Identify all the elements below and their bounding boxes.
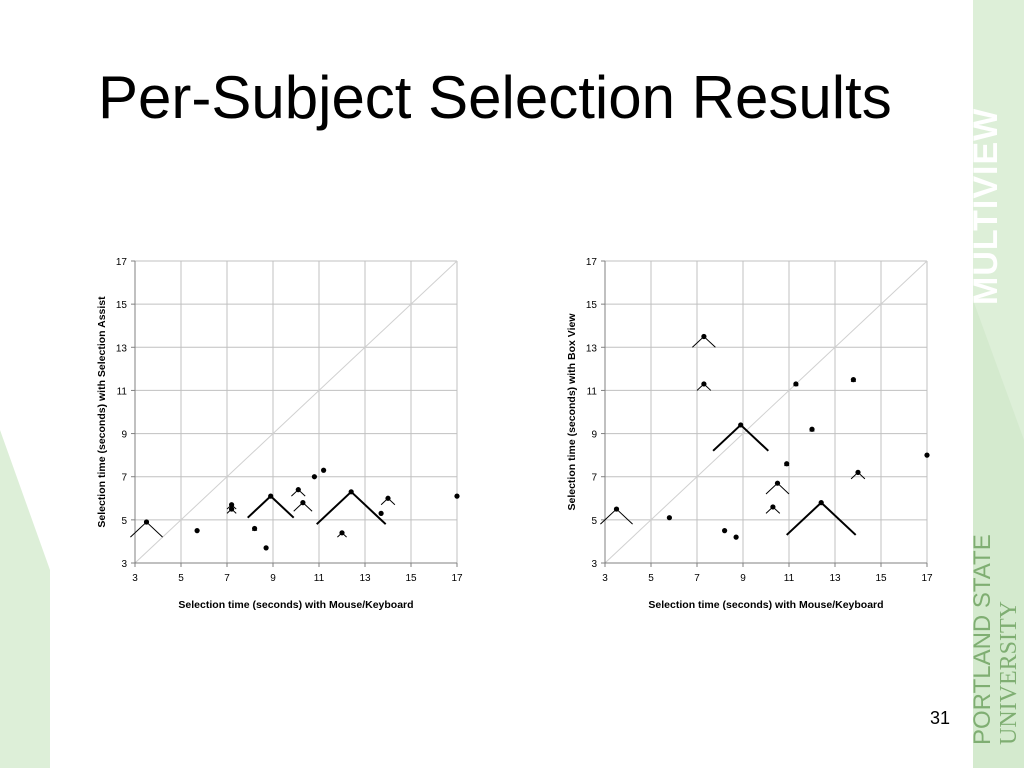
data-point <box>738 422 744 428</box>
data-point <box>770 504 776 510</box>
x-axis-label: Selection time (seconds) with Mouse/Keyb… <box>648 599 883 611</box>
y-tick-label: 17 <box>586 257 598 268</box>
x-tick-label: 3 <box>132 573 138 584</box>
y-tick-label: 5 <box>591 516 597 527</box>
slide-title: Per-Subject Selection Results <box>98 64 892 131</box>
x-tick-label: 11 <box>314 573 325 584</box>
y-tick-label: 7 <box>121 473 127 484</box>
x-tick-label: 5 <box>648 573 654 584</box>
data-point <box>733 534 739 540</box>
diagonal-reference-line <box>604 260 928 564</box>
x-tick-label: 17 <box>921 573 933 584</box>
data-point <box>850 377 856 383</box>
error-chevron <box>316 490 387 525</box>
y-tick-label: 11 <box>117 386 128 397</box>
error-chevron <box>247 494 295 519</box>
y-tick-label: 9 <box>121 430 127 441</box>
data-point <box>784 461 790 467</box>
y-axis-label: Selection time (seconds) with Box View <box>566 313 578 511</box>
data-point <box>229 506 235 512</box>
data-point <box>924 452 930 458</box>
y-tick-label: 3 <box>121 559 127 570</box>
x-tick-label: 9 <box>740 573 746 584</box>
data-point <box>809 426 815 432</box>
data-point <box>295 487 301 493</box>
y-tick-label: 11 <box>587 386 598 397</box>
data-point <box>300 500 306 506</box>
error-chevron <box>712 423 769 452</box>
data-point <box>793 381 799 387</box>
page-number: 31 <box>930 708 951 728</box>
diagonal-reference-line <box>134 260 458 564</box>
y-tick-label: 15 <box>116 300 128 311</box>
data-point <box>263 545 269 551</box>
brand-multiview-logo: MULTIVIEW <box>967 108 1005 305</box>
data-point <box>348 489 354 495</box>
data-point <box>774 480 781 486</box>
y-tick-label: 3 <box>591 559 597 570</box>
x-tick-label: 17 <box>451 573 463 584</box>
y-tick-label: 17 <box>116 257 128 268</box>
x-axis-label: Selection time (seconds) with Mouse/Keyb… <box>178 599 413 611</box>
data-point <box>311 474 317 480</box>
data-point <box>613 506 620 512</box>
data-point <box>701 381 707 387</box>
x-tick-label: 5 <box>178 573 184 584</box>
x-tick-label: 13 <box>359 573 371 584</box>
data-point <box>378 510 384 516</box>
y-tick-label: 13 <box>586 343 598 354</box>
scatter-chart-selection-assist: 3 5 7 9 11 13 15 17 3 5 7 9 11 13 15 17 Selection time (… <box>96 257 463 611</box>
y-tick-label: 13 <box>116 343 128 354</box>
x-tick-label: 15 <box>875 573 887 584</box>
y-tick-label: 5 <box>121 516 127 527</box>
data-point <box>268 493 274 499</box>
y-tick-label: 7 <box>591 473 597 484</box>
data-point <box>385 495 391 501</box>
data-point <box>818 500 824 506</box>
data-point <box>339 530 345 536</box>
x-tick-label: 11 <box>784 573 795 584</box>
x-tick-label: 7 <box>224 573 230 584</box>
x-tick-label: 9 <box>270 573 276 584</box>
data-point <box>701 333 707 340</box>
scatter-chart-box-view: 3 5 7 9 11 13 15 17 3 5 7 9 11 13 15 17 Selection time (… <box>566 257 933 611</box>
data-point <box>666 515 672 521</box>
x-tick-label: 13 <box>829 573 841 584</box>
brand-university-line1: PORTLAND STATE <box>969 534 996 745</box>
data-point <box>229 502 235 508</box>
y-axis-label: Selection time (seconds) with Selection … <box>96 296 108 528</box>
data-point <box>722 528 728 534</box>
y-tick-label: 9 <box>591 430 597 441</box>
data-point <box>454 493 460 499</box>
error-chevron <box>786 501 857 536</box>
brand-university-line2: UNIVERSITY <box>996 601 1022 745</box>
data-point <box>143 519 150 525</box>
data-point <box>321 467 327 473</box>
data-point <box>194 528 200 534</box>
y-tick-label: 15 <box>586 300 598 311</box>
data-point <box>252 525 258 532</box>
x-tick-label: 3 <box>602 573 608 584</box>
x-tick-label: 15 <box>405 573 417 584</box>
x-tick-label: 7 <box>694 573 700 584</box>
data-point <box>855 469 861 475</box>
